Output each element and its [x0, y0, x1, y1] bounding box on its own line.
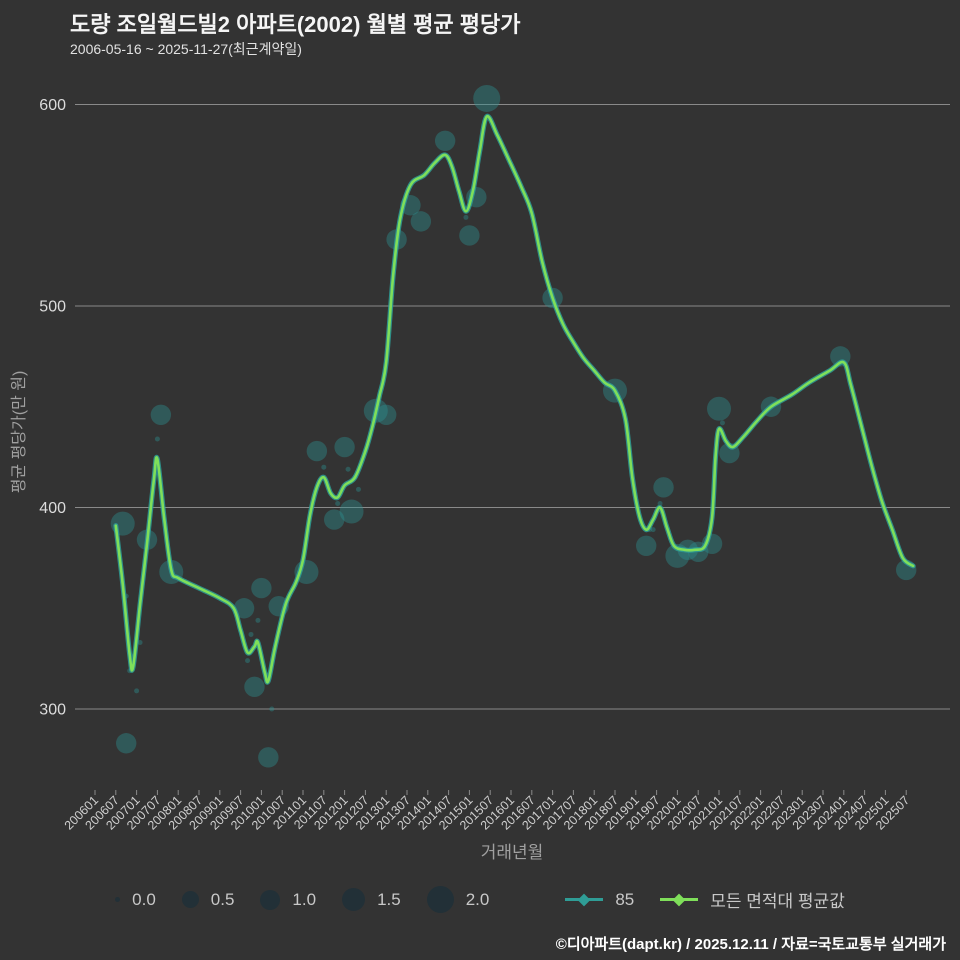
y-tick-label: 600 [39, 97, 66, 114]
chart-subtitle: 2006-05-16 ~ 2025-11-27(최근계약일) [70, 41, 302, 57]
bubble-85 [653, 477, 674, 498]
bubble-size-dot [342, 888, 366, 911]
y-axis-title: 평균 평당가(만 원) [11, 370, 28, 494]
line-85 [113, 113, 916, 685]
bubble-85 [134, 688, 140, 694]
bubble-85 [376, 404, 397, 426]
teal-line-marker-icon [565, 893, 604, 906]
y-tick-label: 400 [39, 500, 66, 517]
bubble-85 [355, 486, 361, 492]
bubble-85 [258, 747, 279, 768]
x-axis-title: 거래년월 [480, 843, 544, 862]
bubble-85 [245, 658, 251, 664]
legend-series-average: 모든 면적대 평균값 [660, 887, 845, 912]
y-tick-label: 300 [39, 702, 66, 719]
legend-series-85: 85 [565, 890, 634, 910]
bubble-85 [306, 440, 328, 462]
bubble-85 [463, 214, 469, 220]
bubble-85 [707, 396, 732, 421]
bubble-85 [345, 466, 351, 472]
legend-size-item: 1.0 [260, 889, 317, 910]
bubble-85 [334, 436, 355, 458]
legend: 0.0 0.5 1.0 1.5 2.0 85 모든 면적대 평균값 [0, 886, 960, 913]
bubble-85 [459, 225, 480, 246]
bubble-85 [251, 577, 272, 599]
bubble-85 [116, 733, 137, 754]
bubble-85 [154, 436, 160, 442]
bubble-85 [255, 617, 261, 623]
bubble-85 [434, 130, 456, 151]
bubble-85 [410, 211, 432, 232]
bubble-85 [233, 598, 255, 619]
legend-size-item: 2.0 [426, 886, 490, 913]
legend-size-item: 0.5 [181, 889, 235, 910]
bubble-85 [324, 509, 345, 530]
source-credit: ©디아파트(dapt.kr) / 2025.12.11 / 자료=국토교통부 실… [555, 936, 946, 953]
line-average [114, 115, 915, 684]
bubble-85 [657, 500, 663, 506]
bubble-size-dot [115, 897, 121, 902]
bubble-85 [269, 706, 275, 712]
y-tick-label: 500 [39, 299, 66, 316]
legend-size-label: 0.0 [132, 889, 156, 909]
bubble-85 [244, 676, 265, 698]
bubble-85 [719, 420, 725, 426]
bubble-85 [321, 464, 327, 470]
bubble-85 [150, 404, 172, 426]
legend-series-label: 85 [615, 889, 635, 909]
bubble-85 [636, 535, 657, 556]
bubble-size-dot [426, 886, 454, 913]
legend-size-label: 1.0 [292, 889, 317, 909]
green-line-marker-icon [660, 893, 699, 906]
chart-title: 도량 조일월드빌2 아파트(2002) 월별 평균 평당가 [70, 12, 521, 37]
legend-size-label: 1.5 [377, 889, 401, 909]
bubble-85 [339, 499, 364, 524]
legend-size-label: 0.5 [210, 889, 235, 909]
bubble-85 [137, 640, 143, 646]
legend-size-item: 0.0 [115, 890, 156, 910]
bubble-size-dot [181, 891, 199, 908]
legend-size-label: 2.0 [465, 889, 490, 909]
legend-size-item: 1.5 [342, 888, 401, 911]
bubble-85 [335, 500, 341, 506]
bubble-85 [473, 84, 501, 112]
legend-series-label: 모든 면적대 평균값 [710, 892, 845, 911]
bubble-size-dot [260, 889, 281, 910]
bubble-85 [248, 631, 254, 637]
bubble-85 [650, 527, 656, 533]
